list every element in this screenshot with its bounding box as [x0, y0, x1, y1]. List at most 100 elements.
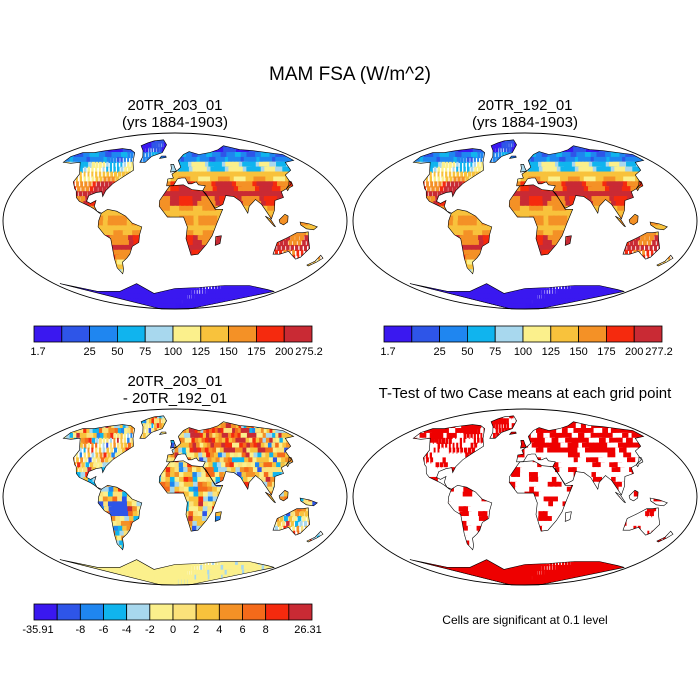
coastline-japan: [286, 456, 294, 468]
colorbar-tick-label: 150: [569, 346, 587, 358]
coastline-japan: [636, 180, 644, 192]
world-map: [2, 408, 348, 586]
colorbar-swatch: [144, 325, 174, 343]
coastline-australia: [622, 507, 661, 536]
ocean-background: [353, 409, 697, 585]
coastline-antarctica: [59, 559, 275, 586]
coastline-samerica: [447, 484, 493, 551]
world-map: [352, 132, 698, 310]
coastline-iceland: [508, 155, 517, 159]
colorbar-swatch: [61, 325, 90, 343]
colorbar-swatch: [578, 325, 607, 343]
panel-title-top-right: 20TR_192_01 (yrs 1884-1903): [375, 97, 675, 131]
significance-note: Cells are significant at 0.1 level: [442, 613, 608, 627]
coastline-japan: [636, 456, 644, 468]
colorbar-swatch: [89, 325, 118, 343]
map-panel-bottom-right: [352, 408, 698, 586]
coastline-australia: [272, 231, 311, 260]
colorbar-tick-label: 150: [219, 346, 237, 358]
map-panel-top-right: [352, 132, 698, 310]
coastline-eurasia: [166, 145, 295, 220]
ocean-background: [3, 133, 347, 309]
coastline-sumatra: [265, 215, 276, 228]
coastline-borneo: [628, 213, 639, 226]
colorbar-swatch: [411, 325, 440, 343]
colorbar-swatch: [33, 325, 63, 343]
coastline-sumatra: [265, 491, 276, 504]
colorbar-tick-label: 6: [239, 624, 245, 636]
map-panel-bottom-left: [2, 408, 348, 586]
colorbar-swatch: [79, 603, 104, 621]
coastline-antarctica: [409, 283, 625, 310]
coastline-nz: [306, 254, 324, 267]
coastline-newguinea: [649, 497, 668, 507]
coastline-madagascar: [214, 511, 222, 522]
colorbar-swatch: [172, 325, 202, 343]
coastline-greenland: [139, 139, 167, 163]
colorbar-tick-label: 50: [111, 346, 123, 358]
map-panel-top-left: [2, 132, 348, 310]
coastline-uk: [520, 440, 527, 449]
coastline-africa: [508, 460, 574, 532]
ocean-background: [353, 133, 697, 309]
colorbar-swatch: [33, 603, 58, 621]
colorbar-tick-label: 2: [193, 624, 199, 636]
colorbar-swatch: [172, 603, 197, 621]
colorbar-tick-label: 26.31: [294, 624, 322, 636]
panel-title-bottom-right: T-Test of two Case means at each grid po…: [345, 385, 700, 402]
colorbar-swatch: [288, 603, 313, 621]
coastline-iceland: [508, 431, 517, 435]
colorbar-tick-label: 75: [139, 346, 151, 358]
colorbar-swatch: [242, 603, 267, 621]
colorbar-tick-label: 100: [164, 346, 182, 358]
coastline-namerica: [62, 424, 136, 490]
coastline-borneo: [278, 213, 289, 226]
coastline-madagascar: [214, 235, 222, 246]
colorbar-tick-label: 175: [597, 346, 615, 358]
colorbar: -35.91 -8 -6 -4 -2 0 2 4 6 8 26.31: [22, 603, 322, 636]
coastline-madagascar: [564, 235, 572, 246]
colorbar-tick-label: 275.2: [295, 346, 323, 358]
map-border: [2, 408, 348, 586]
colorbar-tick-label: -35.91: [22, 624, 53, 636]
colorbar-tick-label: 8: [263, 624, 269, 636]
colorbar-tick-label: -8: [75, 624, 85, 636]
world-map: [352, 408, 698, 586]
colorbar: 1.7 25 50 75 100 125 150 175 200 275.2: [30, 325, 323, 358]
coastline-newguinea: [299, 221, 318, 231]
coastline-antarctica: [409, 559, 625, 586]
coastline-australia: [272, 507, 311, 536]
colorbar-tick-label: 277.2: [645, 346, 673, 358]
coastline-greenland: [489, 139, 517, 163]
colorbar-swatch: [283, 325, 313, 343]
colorbar-tick-label: 4: [216, 624, 222, 636]
colorbar-tick-label: 25: [433, 346, 445, 358]
coastline-eurasia: [516, 421, 645, 496]
colorbar-swatch: [228, 325, 257, 343]
colorbar-swatch: [200, 325, 230, 343]
coastline-uk: [170, 440, 177, 449]
colorbar-tick-label: -6: [99, 624, 109, 636]
colorbar-swatch: [550, 325, 580, 343]
panel-title-line1: 20TR_192_01: [477, 97, 573, 114]
colorbar-bottom-left: -35.91 -8 -6 -4 -2 0 2 4 6 8 26.31: [20, 600, 330, 640]
colorbar-top-left: 1.7 25 50 75 100 125 150 175 200 275.2: [20, 322, 330, 362]
coastline-eurasia: [166, 421, 295, 496]
colorbar-tick-label: 1.7: [380, 346, 395, 358]
coastline-australia: [622, 231, 661, 260]
colorbar-swatch: [56, 603, 81, 621]
map-border: [352, 132, 698, 310]
coastline-japan: [286, 180, 294, 192]
coastline-eurasia: [516, 145, 645, 220]
colorbar-swatch: [605, 325, 635, 343]
colorbar-tick-label: 125: [542, 346, 560, 358]
colorbar-swatch: [439, 325, 468, 343]
colorbar-swatch: [467, 325, 496, 343]
coastline-greenland: [139, 415, 167, 439]
colorbar-tick-label: 200: [625, 346, 643, 358]
coastline-borneo: [628, 489, 639, 502]
page-title: MAM FSA (W/m^2): [269, 64, 431, 85]
coastline-namerica: [412, 148, 486, 214]
panel-title-line1: 20TR_203_01: [127, 97, 223, 114]
colorbar-tick-label: 1.7: [30, 346, 45, 358]
